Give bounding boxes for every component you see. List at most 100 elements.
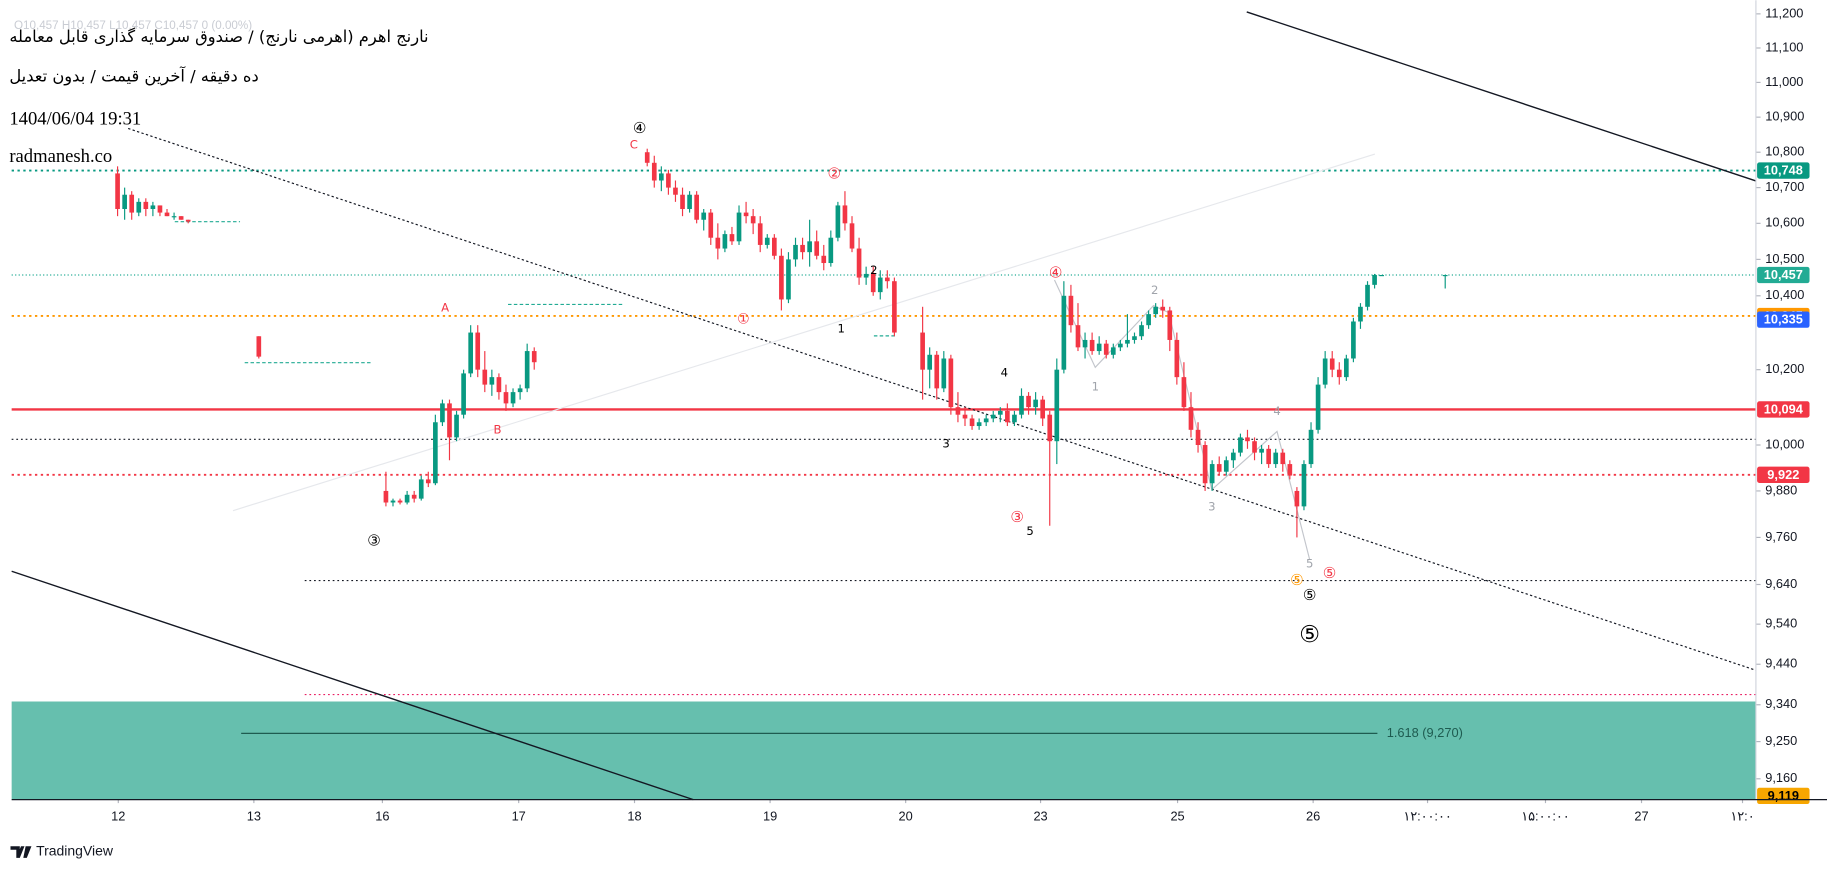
- candle-body: [1047, 414, 1053, 442]
- candle-body: [1252, 441, 1257, 453]
- candle-body: [870, 273, 876, 293]
- candle-body: [644, 152, 650, 163]
- candle-body: [482, 369, 488, 385]
- wave-label: ①: [737, 312, 750, 328]
- candle-body: [1033, 399, 1038, 408]
- candle-body: [729, 234, 735, 242]
- candle-body: [828, 237, 834, 264]
- y-tick-label: 10,600: [1765, 215, 1804, 230]
- title: نارنج اهرم (اهرمی نارنج) / صندوق سرمایه …: [9, 27, 428, 47]
- candle-body: [122, 194, 127, 210]
- candle-body: [743, 212, 749, 217]
- candle-body: [1188, 407, 1194, 430]
- candle-body: [934, 354, 940, 389]
- candle-body: [666, 173, 671, 188]
- candle-body: [694, 194, 699, 220]
- price-label-box: [1757, 466, 1810, 483]
- candle-body: [849, 223, 855, 249]
- candle-body: [1089, 339, 1095, 352]
- wave-label: 5: [1306, 557, 1313, 571]
- candle-body: [651, 162, 657, 181]
- header: O10,457 H10,457 L10,457 C10,457 0 (0.00%…: [9, 19, 428, 167]
- x-tick-label: 12: [111, 808, 125, 823]
- candle-body: [425, 479, 431, 484]
- y-tick-label: 10,700: [1765, 179, 1804, 194]
- candle-body: [892, 281, 897, 333]
- candle-body: [489, 377, 495, 385]
- candle-body: [786, 259, 791, 300]
- wave-label: ④: [1049, 263, 1063, 281]
- candle-body: [659, 173, 664, 181]
- price-label: 9,922: [1767, 467, 1799, 482]
- candle-body: [771, 237, 777, 256]
- candle-body: [1026, 395, 1031, 408]
- candle-body: [1216, 464, 1222, 472]
- y-tick-label: 9,340: [1765, 696, 1797, 711]
- y-tick-label: 9,250: [1765, 733, 1797, 748]
- wave-label: ③: [367, 531, 381, 549]
- candle-body: [983, 418, 989, 423]
- candle-body: [1379, 275, 1384, 277]
- candle-body: [115, 173, 120, 210]
- y-tick-label: 10,800: [1765, 144, 1804, 159]
- brand-name: TradingView: [36, 843, 114, 859]
- candle-body: [1195, 429, 1201, 446]
- wave-label: 3: [1208, 500, 1215, 514]
- candle-body: [1273, 452, 1279, 465]
- candle-body: [1322, 358, 1328, 385]
- candle-body: [722, 234, 728, 249]
- candle-body: [517, 388, 523, 393]
- x-tick-label: 13: [247, 808, 261, 823]
- y-tick-label: 10,400: [1765, 287, 1804, 302]
- candle-body: [920, 332, 925, 370]
- candle-body: [764, 237, 770, 245]
- candle-body: [390, 500, 396, 503]
- candle-body: [1223, 460, 1229, 472]
- candle-body: [503, 392, 509, 404]
- candle-body: [1167, 310, 1173, 340]
- candle-body: [1287, 464, 1293, 476]
- candle-body: [178, 216, 184, 220]
- candle-body: [411, 494, 417, 499]
- background-layer: 1.618 (9,270): [11, 169, 1756, 800]
- candle-body: [1209, 464, 1215, 484]
- candle-body: [1005, 410, 1010, 423]
- candle-body: [1040, 399, 1046, 419]
- y-tick-label: 9,440: [1765, 656, 1797, 671]
- candle-body: [1231, 452, 1236, 461]
- candle-body: [969, 418, 975, 427]
- candle-body: [1238, 437, 1243, 453]
- candle-body: [736, 212, 742, 242]
- candle-body: [927, 354, 933, 370]
- wave-label: 4: [1001, 366, 1008, 380]
- candle-body: [1245, 437, 1250, 442]
- candle-body: [1139, 325, 1144, 337]
- candle-body: [1174, 339, 1180, 378]
- site: radmanesh.co: [9, 146, 112, 167]
- y-tick-label: 9,540: [1765, 616, 1797, 631]
- candle-body: [171, 216, 177, 218]
- candle-body: [687, 194, 692, 210]
- y-tick-label: 11,000: [1765, 74, 1803, 89]
- candle-body: [1358, 306, 1363, 322]
- candle-body: [680, 194, 685, 210]
- wave-label: ④: [633, 119, 647, 137]
- candle-body: [1308, 429, 1314, 465]
- x-tick-label: 26: [1306, 808, 1320, 823]
- candle-body: [997, 410, 1003, 415]
- wave-label: 2: [870, 263, 877, 277]
- candle-body: [150, 205, 156, 210]
- price-label: 10,748: [1764, 163, 1803, 178]
- candle-body: [962, 414, 968, 419]
- candle-body: [461, 373, 466, 415]
- candle-body: [757, 223, 763, 245]
- price-label: 9,119: [1768, 788, 1799, 803]
- candle-body: [835, 205, 841, 238]
- ohlc-legend: O10,457 H10,457 L10,457 C10,457 0 (0.00%…: [14, 19, 252, 32]
- candle-body: [468, 332, 474, 374]
- wave-label: 2: [1151, 283, 1158, 297]
- x-tick-label: 25: [1170, 808, 1184, 823]
- candle-body: [856, 248, 862, 278]
- wave-label: ⑤: [1303, 586, 1317, 604]
